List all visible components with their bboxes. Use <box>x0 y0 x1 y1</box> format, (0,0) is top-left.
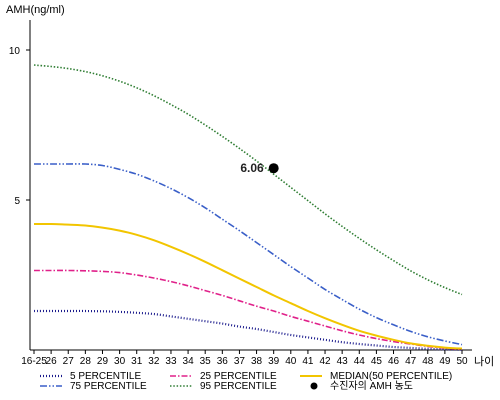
x-tick-label: 36 <box>217 356 229 367</box>
marker-group: 6.06 <box>240 161 279 175</box>
patient-amh-value-label: 6.06 <box>240 161 264 175</box>
x-axis-title: 나이 <box>474 355 494 368</box>
series-line-95-percentile <box>33 64 463 296</box>
x-tick-label: 35 <box>200 356 212 367</box>
x-tick-label: 26 <box>46 356 58 367</box>
legend-label-5-percentile: 5 PERCENTILE <box>70 371 141 382</box>
x-tick-label: 43 <box>337 356 349 367</box>
x-tick-label: 42 <box>319 356 331 367</box>
x-tick-label: 28 <box>80 356 92 367</box>
series-line-25-percentile <box>33 269 463 351</box>
y-tick-group: 5 10 <box>9 46 30 207</box>
x-tick-label: 34 <box>183 356 195 367</box>
legend-label-75-percentile: 75 PERCENTILE <box>70 381 147 392</box>
x-tick-label: 39 <box>268 356 280 367</box>
x-tick-label: 41 <box>302 356 314 367</box>
x-tick-label: 16-25 <box>21 356 47 367</box>
x-tick-label: 29 <box>97 356 109 367</box>
x-tick-label: 27 <box>63 356 75 367</box>
x-tick-label: 32 <box>148 356 160 367</box>
x-tick-label: 48 <box>422 356 434 367</box>
y-tick-label: 10 <box>9 46 21 57</box>
x-tick-label: 38 <box>251 356 263 367</box>
x-tick-label: 40 <box>285 356 297 367</box>
series-line-75-percentile <box>34 163 463 346</box>
x-tick-label: 31 <box>131 356 143 367</box>
y-tick-label: 5 <box>14 196 20 207</box>
x-tick-label: 50 <box>456 356 468 367</box>
series-line-5-percentile <box>34 309 463 351</box>
legend-label-patient-amh: 수진자의 AMH 농도 <box>330 380 413 392</box>
legend-label-25-percentile: 25 PERCENTILE <box>200 371 277 382</box>
x-tick-label: 44 <box>354 356 366 367</box>
legend-marker-swatch <box>310 382 318 390</box>
x-tick-label: 30 <box>114 356 126 367</box>
x-tick-label: 47 <box>405 356 417 367</box>
x-tick-label: 46 <box>388 356 400 367</box>
x-tick-label: 45 <box>371 356 383 367</box>
series-group <box>33 64 463 351</box>
x-tick-label: 49 <box>439 356 451 367</box>
legend-label-median-50-percentile: MEDIAN(50 PERCENTILE) <box>330 371 452 382</box>
patient-amh-point <box>268 163 279 174</box>
series-line-median-50-percentile <box>33 222 463 350</box>
y-axis-title: AMH(ng/ml) <box>6 4 65 16</box>
x-tick-label: 37 <box>234 356 246 367</box>
legend-label-95-percentile: 95 PERCENTILE <box>200 381 277 392</box>
x-tick-label: 33 <box>165 356 177 367</box>
